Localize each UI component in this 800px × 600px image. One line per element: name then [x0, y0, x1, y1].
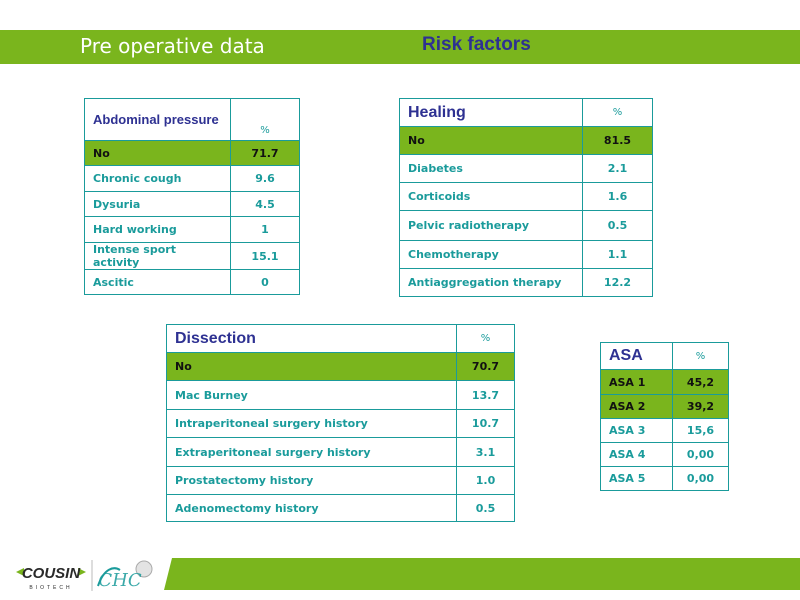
row-value: 15,6: [672, 418, 729, 443]
table-row: No 71.7: [84, 140, 300, 166]
row-label: ASA 1: [600, 369, 673, 395]
logo-subtext: BIOTECH: [29, 585, 72, 591]
row-label: Extraperitoneal surgery history: [166, 437, 457, 467]
row-label: No: [399, 126, 583, 155]
table-row: Mac Burney 13.7: [166, 380, 515, 410]
row-value: 9.6: [230, 165, 300, 192]
row-value: 39,2: [672, 394, 729, 419]
logo-arrow-left-icon: [16, 568, 24, 576]
table-header-row: Abdominal pressure %: [84, 98, 300, 141]
page-subtitle: Risk factors: [422, 34, 531, 55]
table-title: ASA: [600, 342, 673, 370]
row-label: No: [166, 352, 457, 381]
header-bar: [0, 30, 800, 64]
row-value: 3.1: [456, 437, 515, 467]
row-label: ASA 3: [600, 418, 673, 443]
table-row: Extraperitoneal surgery history 3.1: [166, 437, 515, 467]
row-label: Adenomectomy history: [166, 494, 457, 522]
table-row: ASA 1 45,2: [600, 369, 729, 395]
table-row: Antiaggregation therapy 12.2: [399, 268, 653, 297]
row-value: 70.7: [456, 352, 515, 381]
table-row: ASA 5 0,00: [600, 466, 729, 491]
row-label: ASA 4: [600, 442, 673, 467]
percent-header: %: [456, 324, 515, 353]
row-label: Diabetes: [399, 154, 583, 183]
abdominal-pressure-table: Abdominal pressure % No 71.7 Chronic cou…: [84, 98, 300, 295]
table-row: Diabetes 2.1: [399, 154, 653, 183]
row-label: Chemotherapy: [399, 240, 583, 269]
row-value: 10.7: [456, 409, 515, 438]
row-value: 0,00: [672, 466, 729, 491]
row-label: Intense sport activity: [84, 242, 231, 270]
table-row: Intense sport activity 15.1: [84, 242, 300, 270]
percent-header: %: [672, 342, 729, 370]
table-row: No 70.7: [166, 352, 515, 381]
dissection-table: Dissection % No 70.7 Mac Burney 13.7 Int…: [166, 324, 515, 522]
company-logo: COUSIN BIOTECH CHC: [16, 560, 153, 591]
row-label: No: [84, 140, 231, 166]
table-row: Pelvic radiotherapy 0.5: [399, 210, 653, 241]
table-row: No 81.5: [399, 126, 653, 155]
table-header-row: Healing %: [399, 98, 653, 127]
asa-table: ASA % ASA 1 45,2 ASA 2 39,2 ASA 3 15,6 A…: [600, 342, 729, 491]
row-label: Prostatectomy history: [166, 466, 457, 495]
table-title: Abdominal pressure: [84, 98, 231, 141]
healing-table: Healing % No 81.5 Diabetes 2.1 Corticoid…: [399, 98, 653, 297]
row-value: 2.1: [582, 154, 653, 183]
table-header-row: Dissection %: [166, 324, 515, 353]
row-label: Chronic cough: [84, 165, 231, 192]
row-label: Antiaggregation therapy: [399, 268, 583, 297]
row-value: 1: [230, 216, 300, 243]
footer-bar-notch: [164, 558, 172, 590]
table-row: Adenomectomy history 0.5: [166, 494, 515, 522]
logo-swoosh-icon: [97, 567, 121, 587]
logo-arrow-right-icon: [78, 568, 86, 576]
table-row: Hard working 1: [84, 216, 300, 243]
row-label: Mac Burney: [166, 380, 457, 410]
row-label: Hard working: [84, 216, 231, 243]
table-row: Chronic cough 9.6: [84, 165, 300, 192]
table-header-row: ASA %: [600, 342, 729, 370]
row-value: 0,00: [672, 442, 729, 467]
table-row: Corticoids 1.6: [399, 182, 653, 211]
table-row: ASA 4 0,00: [600, 442, 729, 467]
row-label: Intraperitoneal surgery history: [166, 409, 457, 438]
row-label: ASA 2: [600, 394, 673, 419]
row-label: Pelvic radiotherapy: [399, 210, 583, 241]
row-value: 45,2: [672, 369, 729, 395]
table-row: Intraperitoneal surgery history 10.7: [166, 409, 515, 438]
row-value: 0.5: [456, 494, 515, 522]
percent-header: %: [230, 98, 300, 141]
row-value: 4.5: [230, 191, 300, 217]
table-row: ASA 2 39,2: [600, 394, 729, 419]
table-row: Ascitic 0: [84, 269, 300, 295]
logo-text: COUSIN: [22, 565, 82, 582]
row-value: 81.5: [582, 126, 653, 155]
table-title: Dissection: [166, 324, 457, 353]
row-value: 0.5: [582, 210, 653, 241]
row-value: 0: [230, 269, 300, 295]
table-row: ASA 3 15,6: [600, 418, 729, 443]
row-value: 1.6: [582, 182, 653, 211]
row-value: 1.0: [456, 466, 515, 495]
footer-bar: [164, 558, 800, 590]
table-row: Dysuria 4.5: [84, 191, 300, 217]
table-title: Healing: [399, 98, 583, 127]
table-row: Chemotherapy 1.1: [399, 240, 653, 269]
row-label: ASA 5: [600, 466, 673, 491]
row-label: Corticoids: [399, 182, 583, 211]
percent-header: %: [582, 98, 653, 127]
table-row: Prostatectomy history 1.0: [166, 466, 515, 495]
logo-globe-icon: [135, 560, 153, 578]
row-value: 71.7: [230, 140, 300, 166]
row-label: Ascitic: [84, 269, 231, 295]
row-value: 13.7: [456, 380, 515, 410]
row-label: Dysuria: [84, 191, 231, 217]
logo-mark-text: CHC: [98, 570, 141, 591]
row-value: 1.1: [582, 240, 653, 269]
page-title: Pre operative data: [80, 34, 265, 58]
row-value: 15.1: [230, 242, 300, 270]
row-value: 12.2: [582, 268, 653, 297]
